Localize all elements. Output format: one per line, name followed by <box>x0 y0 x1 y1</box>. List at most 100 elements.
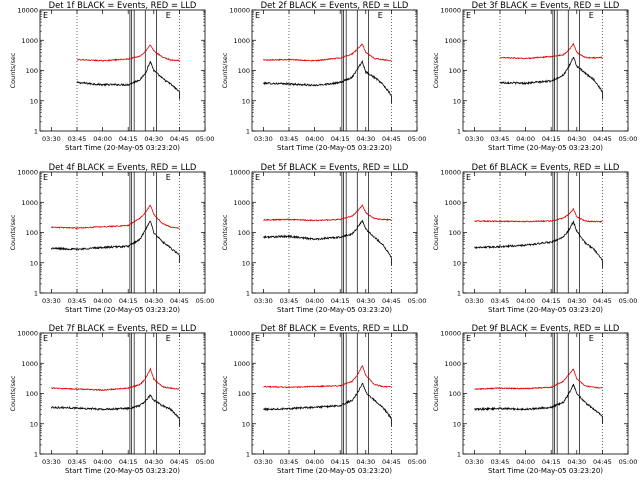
plot-frame <box>462 9 629 132</box>
y-tick-label: 10 <box>30 420 38 428</box>
y-tick-label: 1 <box>34 128 38 136</box>
x-tick-label: 04:15 <box>119 297 138 305</box>
x-tick-label: 05:00 <box>619 458 638 466</box>
events-series-line <box>263 59 392 97</box>
x-axis-label: Start Time (20-May-05 03:23:20) <box>277 144 392 152</box>
x-tick-label: 03:45 <box>280 458 299 466</box>
x-tick-label: 04:45 <box>593 458 612 466</box>
x-tick-label: 04:45 <box>170 297 189 305</box>
x-tick-label: 03:45 <box>68 458 87 466</box>
y-tick-label: 10 <box>30 97 38 105</box>
y-tick-label: 100 <box>238 390 250 398</box>
events-series-line <box>263 382 392 420</box>
y-tick-label: 10000 <box>229 169 250 177</box>
x-tick-label: 04:00 <box>93 458 112 466</box>
y-tick-label: 1 <box>246 451 250 459</box>
y-axis-label: Counts/sec <box>221 52 229 88</box>
panel-title: Det 8f BLACK = Events, RED = LLD <box>261 323 409 333</box>
event-marker-label: E <box>466 334 471 343</box>
x-axis-label: Start Time (20-May-05 03:23:20) <box>65 144 180 152</box>
y-tick-label: 100 <box>26 67 38 75</box>
y-tick-label: 10000 <box>229 330 250 338</box>
event-marker-label: E <box>589 334 594 343</box>
detector-panel: Det 7f BLACK = Events, RED = LLD Counts/s… <box>9 323 214 475</box>
events-series-line <box>51 220 180 256</box>
y-tick-label: 10 <box>242 97 250 105</box>
event-marker-label: E <box>255 11 260 20</box>
x-tick-label: 04:30 <box>144 135 163 143</box>
y-tick-label: 1000 <box>233 37 250 45</box>
event-marker-label: E <box>43 334 48 343</box>
lld-series-line <box>51 367 180 392</box>
y-tick-label: 10 <box>242 420 250 428</box>
y-tick-label: 1 <box>246 290 250 298</box>
y-tick-label: 10 <box>242 259 250 267</box>
lld-series-line <box>263 365 392 389</box>
x-tick-label: 04:00 <box>516 297 535 305</box>
x-tick-label: 05:00 <box>408 458 427 466</box>
x-tick-label: 03:30 <box>465 458 484 466</box>
y-tick-label: 10000 <box>17 330 38 338</box>
x-tick-label: 05:00 <box>619 297 638 305</box>
plot-frame <box>39 9 206 132</box>
lld-series-line <box>51 204 180 230</box>
x-tick-label: 03:30 <box>465 135 484 143</box>
x-tick-label: 05:00 <box>196 135 215 143</box>
x-tick-label: 04:45 <box>170 135 189 143</box>
y-tick-label: 1 <box>34 451 38 459</box>
detector-panel: Det 8f BLACK = Events, RED = LLD Counts/s… <box>221 323 426 475</box>
panel-title: Det 9f BLACK = Events, RED = LLD <box>472 323 620 333</box>
x-tick-label: 05:00 <box>196 297 215 305</box>
x-tick-label: 03:45 <box>491 297 510 305</box>
y-tick-label: 100 <box>449 229 461 237</box>
panel-title: Det 3f BLACK = Events, RED = LLD <box>472 0 620 10</box>
x-tick-label: 03:30 <box>254 297 273 305</box>
x-tick-label: 04:00 <box>305 135 324 143</box>
y-axis-label: Counts/sec <box>221 214 229 250</box>
x-axis-label: Start Time (20-May-05 03:23:20) <box>488 467 603 475</box>
y-tick-label: 1000 <box>21 199 38 207</box>
x-tick-label: 03:30 <box>42 458 61 466</box>
x-tick-label: 03:30 <box>42 135 61 143</box>
panel-title: Det 2f BLACK = Events, RED = LLD <box>261 0 409 10</box>
x-tick-label: 04:30 <box>144 458 163 466</box>
x-tick-label: 04:15 <box>331 135 350 143</box>
x-tick-label: 03:45 <box>491 135 510 143</box>
panel-title: Det 6f BLACK = Events, RED = LLD <box>472 162 620 172</box>
x-tick-label: 04:00 <box>516 135 535 143</box>
y-tick-label: 10000 <box>440 169 461 177</box>
x-axis-label: Start Time (20-May-05 03:23:20) <box>488 144 603 152</box>
event-marker-label: E <box>43 173 48 182</box>
events-series-line <box>263 219 392 258</box>
y-tick-label: 1000 <box>444 199 461 207</box>
x-tick-label: 04:30 <box>356 458 375 466</box>
x-tick-label: 04:45 <box>170 458 189 466</box>
events-series-line <box>474 220 603 262</box>
x-tick-label: 03:45 <box>68 297 87 305</box>
detector-panel: Det 9f BLACK = Events, RED = LLD Counts/s… <box>432 323 637 475</box>
y-tick-label: 1000 <box>233 199 250 207</box>
y-tick-label: 10 <box>453 420 461 428</box>
event-marker-label: E <box>166 334 171 343</box>
event-marker-label: E <box>166 173 171 182</box>
x-axis-label: Start Time (20-May-05 03:23:20) <box>488 306 603 314</box>
x-tick-label: 03:30 <box>254 458 273 466</box>
x-tick-label: 03:45 <box>280 297 299 305</box>
y-tick-label: 100 <box>26 229 38 237</box>
lld-series-line <box>474 368 603 391</box>
y-axis-label: Counts/sec <box>432 375 440 411</box>
event-marker-label: E <box>166 11 171 20</box>
x-tick-label: 04:30 <box>567 297 586 305</box>
x-axis-label: Start Time (20-May-05 03:23:20) <box>277 467 392 475</box>
y-tick-label: 1000 <box>444 37 461 45</box>
x-tick-label: 04:15 <box>119 135 138 143</box>
lld-series-line <box>263 204 392 222</box>
y-tick-label: 1000 <box>21 360 38 368</box>
events-series-line <box>474 383 603 417</box>
events-series-line <box>76 60 180 92</box>
detector-panel: Det 1f BLACK = Events, RED = LLD Counts/s… <box>9 0 214 152</box>
y-tick-label: 1000 <box>21 37 38 45</box>
y-tick-label: 10000 <box>440 330 461 338</box>
x-tick-label: 04:45 <box>382 135 401 143</box>
event-marker-label: E <box>255 334 260 343</box>
